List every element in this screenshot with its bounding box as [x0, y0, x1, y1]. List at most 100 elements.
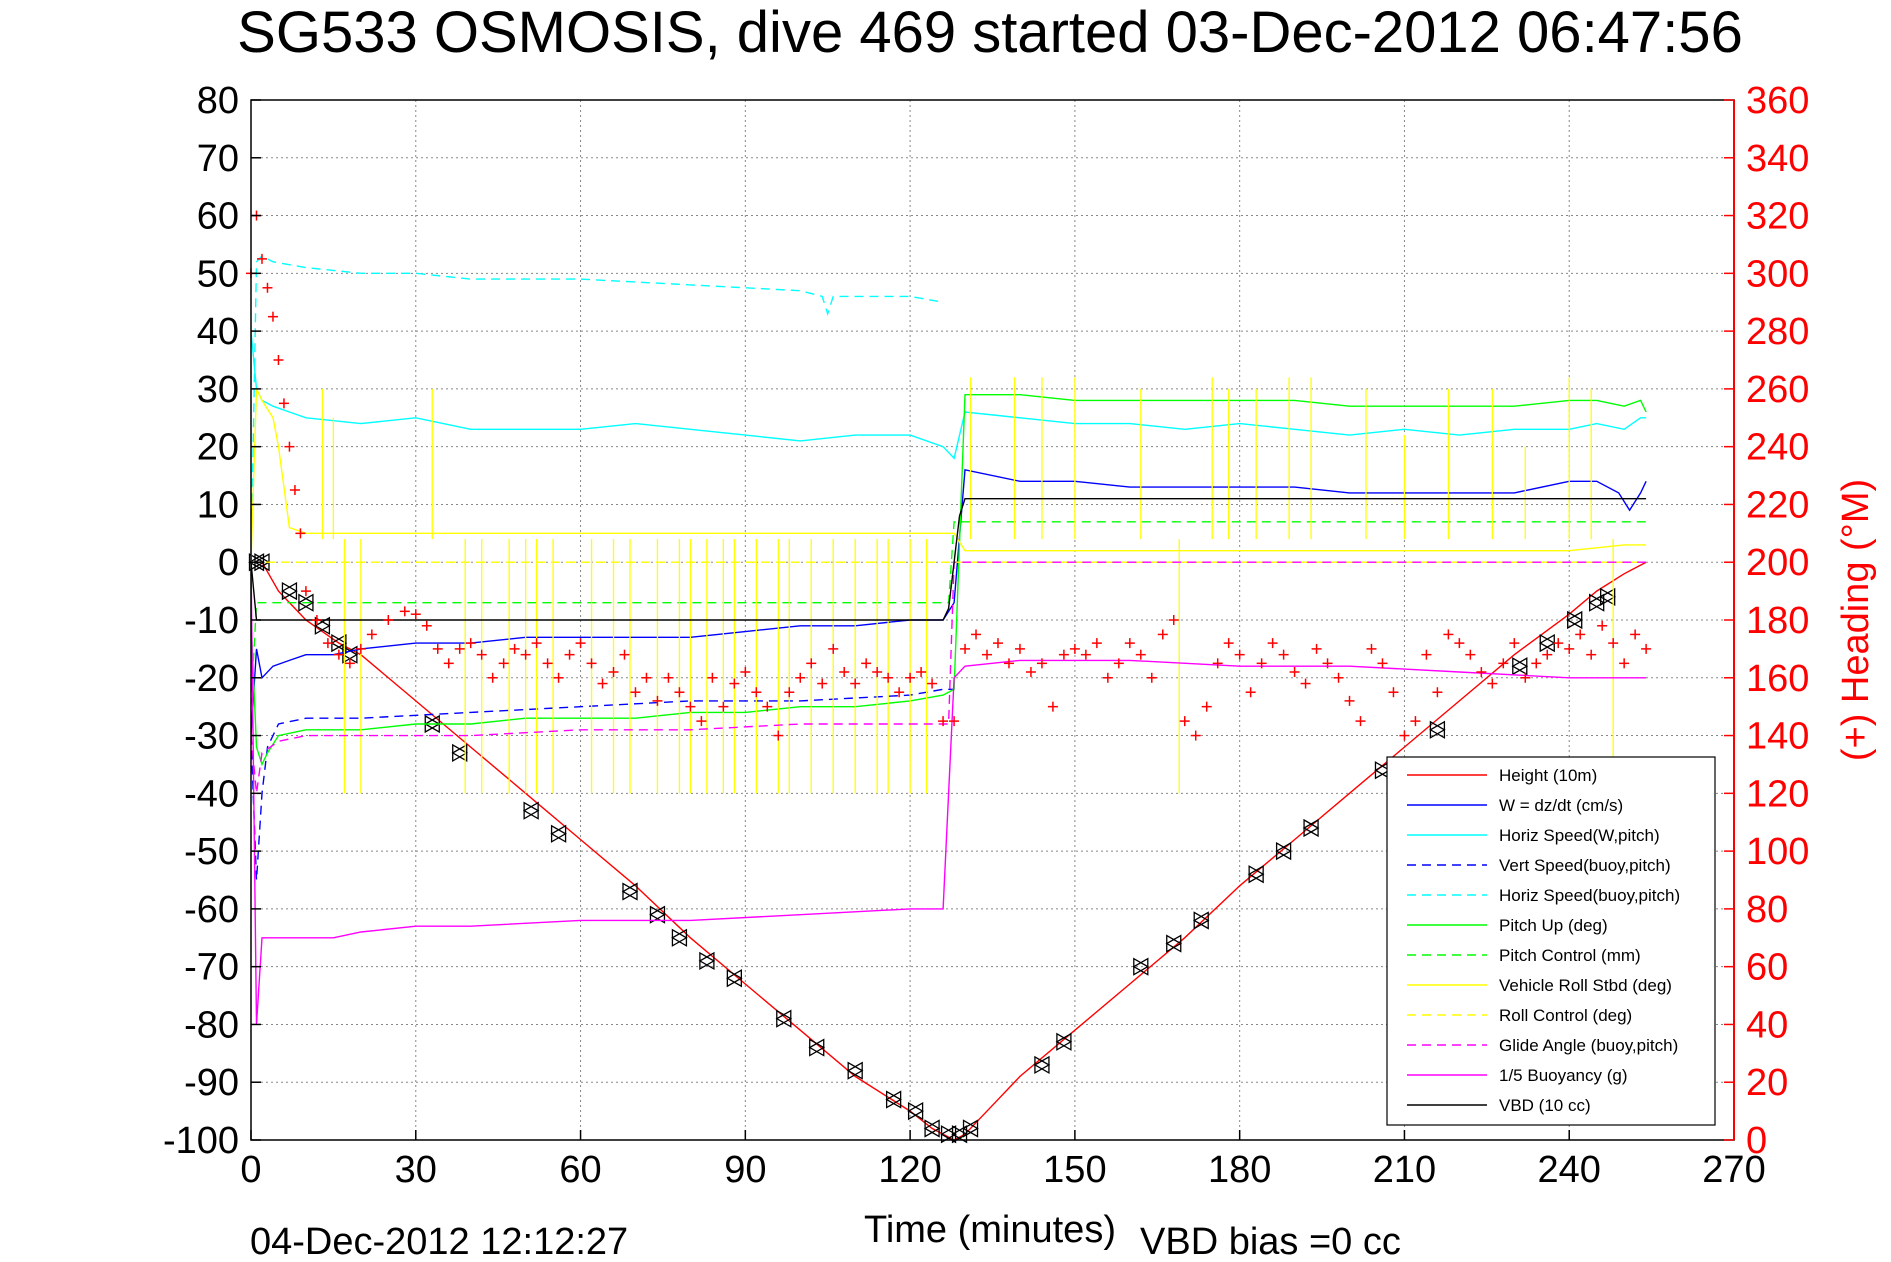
marker-triangle-left: [522, 801, 539, 820]
y-tick-label: 30: [197, 369, 239, 411]
marker-triangle-left: [330, 633, 347, 653]
heading-point: [597, 678, 608, 689]
heading-point: [355, 643, 366, 654]
chart-title: SG533 OSMOSIS, dive 469 started 03-Dec-2…: [237, 0, 1743, 65]
heading-point: [322, 638, 333, 649]
heading-point: [1047, 701, 1058, 712]
height-marker: [297, 593, 315, 612]
footer-timestamp: 04-Dec-2012 12:12:27: [250, 1221, 628, 1262]
heading-point: [883, 672, 894, 683]
series-line-buoyancy: [251, 562, 1647, 1025]
heading-point: [267, 311, 278, 322]
heading-point: [927, 678, 938, 689]
y-right-tick-label: 40: [1746, 1004, 1788, 1046]
marker-triangle-left: [907, 1101, 924, 1121]
height-marker: [808, 1038, 826, 1057]
marker-triangle-left: [846, 1061, 863, 1080]
height-marker: [698, 951, 716, 971]
x-tick-label: 240: [1538, 1149, 1601, 1191]
height-marker: [907, 1101, 924, 1121]
heading-point: [542, 658, 553, 669]
height-marker: [281, 581, 298, 601]
x-tick-label: 120: [878, 1149, 941, 1191]
marker-triangle-left: [1055, 1032, 1072, 1051]
legend-label-horiz_speed_model: Horiz Speed(buoy,pitch): [1499, 886, 1680, 905]
height-marker: [248, 553, 265, 572]
heading-point: [1553, 638, 1564, 649]
heading-point: [289, 485, 300, 495]
heading-point: [1234, 649, 1245, 660]
heading-point: [641, 672, 652, 683]
heading-point: [1498, 658, 1509, 669]
heading-point: [273, 355, 284, 365]
y-right-tick-label: 280: [1746, 311, 1809, 353]
height-marker: [1055, 1032, 1073, 1051]
height-marker: [940, 1125, 957, 1144]
height-marker: [1599, 587, 1616, 607]
legend-label-vert_speed_model: Vert Speed(buoy,pitch): [1499, 856, 1671, 875]
heading-point: [1410, 716, 1421, 727]
heading-point: [421, 620, 432, 631]
heading-point: [795, 672, 806, 683]
marker-triangle-left: [451, 743, 468, 763]
marker-triangle-left: [297, 593, 314, 612]
heading-point: [333, 649, 344, 660]
marker-triangle-left: [923, 1119, 940, 1138]
heading-point: [1619, 658, 1630, 669]
heading-point: [1157, 629, 1168, 640]
legend-label-pitch_control: Pitch Control (mm): [1499, 946, 1641, 965]
heading-point: [630, 687, 641, 698]
heading-point: [619, 649, 630, 660]
height-marker: [775, 1009, 793, 1028]
height-marker: [671, 928, 688, 947]
marker-triangle-right: [1539, 633, 1556, 653]
marker-triangle-right: [1133, 957, 1150, 976]
marker-triangle-left: [1302, 818, 1319, 838]
height-marker: [1275, 841, 1292, 861]
legend-box: [1386, 756, 1716, 1126]
heading-point: [1003, 658, 1014, 669]
x-tick-label: 30: [395, 1149, 437, 1191]
y-tick-label: 10: [197, 484, 239, 526]
heading-point: [1058, 649, 1069, 660]
marker-triangle-left: [1538, 633, 1555, 653]
marker-triangle-left: [621, 882, 638, 901]
marker-triangle-left: [550, 824, 567, 843]
y-tick-label: 0: [218, 542, 239, 584]
y-right-tick-label: 140: [1746, 716, 1809, 758]
heading-point: [1289, 667, 1300, 677]
heading-point: [784, 687, 795, 698]
axes: 0 30 60 90 120 150 180 210 240 270 80 70 60 50 40 30 20 1…: [163, 80, 1809, 1191]
heading-point: [1597, 620, 1608, 631]
heading-point: [256, 253, 267, 264]
y-tick-label: -90: [184, 1062, 239, 1104]
series-line-vbd: [251, 498, 1647, 621]
heading-point: [762, 701, 773, 712]
y-right-tick-label: 80: [1746, 889, 1788, 931]
heading-point: [992, 638, 1003, 649]
height-marker: [923, 1119, 941, 1138]
marker-triangle-left: [649, 905, 666, 924]
heading-point: [1465, 649, 1476, 660]
legend-label-roll_control: Roll Control (deg): [1499, 1006, 1632, 1025]
height-marker: [1511, 657, 1529, 676]
heading-point: [1124, 638, 1135, 649]
heading-point: [1212, 658, 1223, 669]
heading-point: [1421, 649, 1432, 660]
heading-point: [1168, 615, 1179, 625]
heading-point: [751, 687, 762, 698]
y-tick-label: -60: [184, 889, 239, 931]
heading-point: [1179, 716, 1190, 727]
marker-triangle-left: [808, 1038, 825, 1057]
height-marker: [1566, 610, 1584, 630]
x-tick-label: 150: [1043, 1149, 1106, 1191]
legend-label-pitch: Pitch Up (deg): [1499, 916, 1608, 935]
heading-point: [1630, 629, 1641, 640]
marker-triangle-left: [1599, 587, 1616, 607]
marker-triangle-left: [940, 1125, 957, 1144]
y-tick-label: -80: [184, 1004, 239, 1046]
marker-triangle-right: [523, 801, 540, 820]
heading-point: [1201, 701, 1212, 712]
y-right-tick-label: 340: [1746, 138, 1809, 180]
heading-point: [707, 672, 718, 683]
